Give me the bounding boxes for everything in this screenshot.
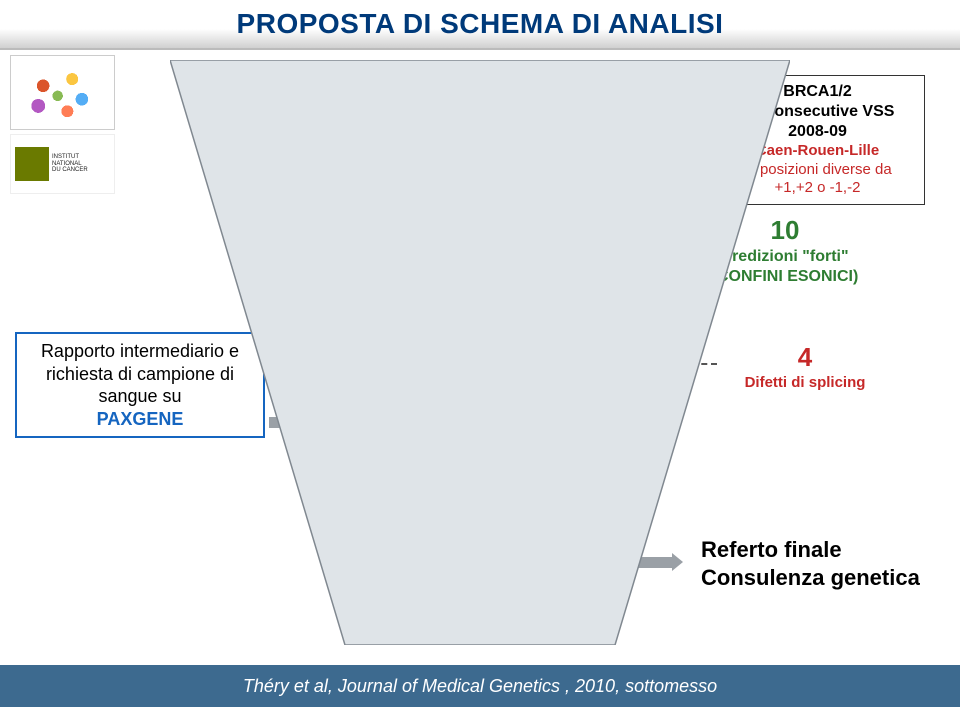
logo-stack: INSTITUT NATIONAL DU CANCER	[10, 55, 115, 194]
brca-l3: 2008-09	[788, 122, 847, 142]
inca-l3: DU CANCER	[52, 167, 88, 174]
inca-logo-text: INSTITUT NATIONAL DU CANCER	[52, 154, 88, 174]
inca-l2: NATIONAL	[52, 161, 88, 168]
page-title: PROPOSTA DI SCHEMA DI ANALISI	[237, 8, 724, 40]
brca-l1: BRCA1/2	[783, 82, 851, 102]
inca-logo: INSTITUT NATIONAL DU CANCER	[10, 134, 115, 194]
inca-l1: INSTITUT	[52, 154, 88, 161]
funnel-shape	[170, 60, 790, 645]
title-bar: PROPOSTA DI SCHEMA DI ANALISI	[0, 0, 960, 50]
inca-logo-square	[15, 147, 49, 181]
footer: Théry et al, Journal of Medical Genetics…	[0, 665, 960, 707]
france-map-logo	[10, 55, 115, 130]
citation: Théry et al, Journal of Medical Genetics…	[243, 676, 717, 697]
